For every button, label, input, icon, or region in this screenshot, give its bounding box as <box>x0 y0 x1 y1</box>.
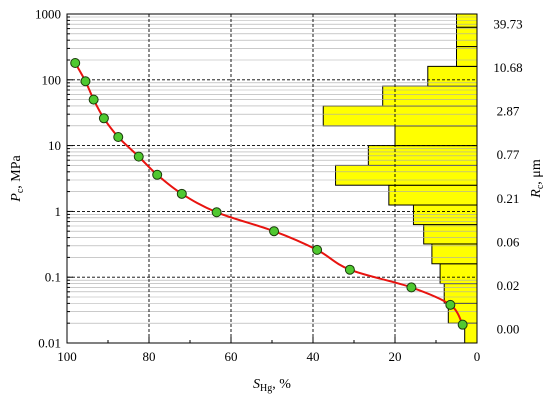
left-y-axis-title: Pc, MPa <box>9 154 26 202</box>
right-tick-label: 0.00 <box>497 322 520 337</box>
data-point <box>70 58 81 69</box>
data-point <box>80 76 91 87</box>
data-point <box>406 282 417 293</box>
histogram-bar <box>322 105 478 127</box>
right-tick-label: 0.21 <box>497 191 520 206</box>
histogram-bar <box>431 243 478 265</box>
x-tick-label: 100 <box>57 349 77 364</box>
data-point <box>98 113 109 124</box>
histogram-bar <box>427 65 478 87</box>
right-tick-label: 2.87 <box>497 104 520 119</box>
pore-size-distribution-bars <box>322 13 478 344</box>
data-point <box>457 319 468 330</box>
data-point <box>176 188 187 199</box>
histogram-bar <box>382 85 478 107</box>
histogram-bar <box>456 26 478 48</box>
data-point <box>113 132 124 143</box>
data-point <box>445 299 456 310</box>
histogram-bar <box>388 184 478 206</box>
data-point <box>88 94 99 105</box>
x-tick-label: 80 <box>143 349 156 364</box>
histogram-bar <box>456 46 478 67</box>
data-point <box>133 151 144 162</box>
left-tick-label: 100 <box>42 72 62 87</box>
histogram-bar <box>439 263 478 285</box>
data-point <box>211 207 222 218</box>
right-y-axis-title: Rc, μm <box>529 159 546 199</box>
left-tick-label: 1 <box>55 204 62 219</box>
x-tick-label: 20 <box>389 349 402 364</box>
left-tick-label: 10 <box>48 138 61 153</box>
x-axis-title: SHg, % <box>253 377 291 394</box>
histogram-bar <box>335 164 478 186</box>
x-tick-label: 0 <box>474 349 481 364</box>
left-tick-label: 0.1 <box>45 270 61 285</box>
histogram-bar <box>423 224 478 245</box>
right-tick-label: 10.68 <box>493 60 522 75</box>
histogram-bar <box>394 125 478 147</box>
data-point <box>152 169 163 180</box>
right-tick-label: 0.77 <box>497 147 520 162</box>
left-tick-label: 1000 <box>35 7 61 22</box>
data-point <box>344 264 355 275</box>
right-tick-label: 0.06 <box>497 234 520 249</box>
axis-ticks <box>66 13 478 344</box>
right-tick-label: 39.73 <box>493 17 522 32</box>
x-tick-label: 60 <box>225 349 238 364</box>
data-points <box>70 58 468 330</box>
right-tick-label: 0.02 <box>497 278 520 293</box>
tick-labels: 0.01 0.1 1 10 100 1000 100 80 60 40 20 0 39.73 10.68 2… <box>35 7 523 365</box>
data-point <box>269 226 280 237</box>
left-tick-label: 0.01 <box>38 336 61 351</box>
x-tick-label: 40 <box>307 349 320 364</box>
data-point <box>312 244 323 255</box>
